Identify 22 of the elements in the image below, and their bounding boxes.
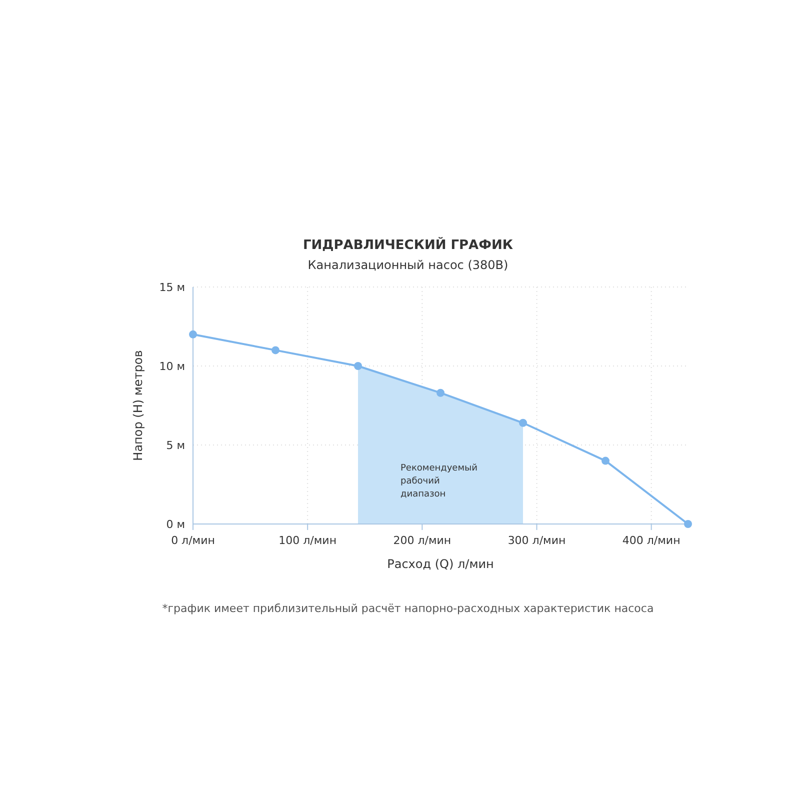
y-axis-title: Напор (H) метров	[131, 350, 145, 461]
chart-subtitle: Канализационный насос (380В)	[308, 258, 508, 272]
chart-title: ГИДРАВЛИЧЕСКИЙ ГРАФИК	[302, 236, 514, 253]
x-tick-label: 400 л/мин	[622, 534, 680, 547]
x-axis-title: Расход (Q) л/мин	[387, 557, 494, 571]
y-tick-label: 5 м	[166, 439, 185, 452]
y-tick-label: 15 м	[159, 281, 185, 294]
point	[602, 456, 610, 465]
point	[519, 418, 527, 427]
point	[354, 362, 362, 370]
annotation: Рекомендуемый рабочий диапазон	[400, 464, 478, 500]
x-tick-label: 0 л/мин	[171, 534, 215, 547]
point	[272, 346, 280, 354]
text: *график имеет приблизительный расчёт напорно-расходных характеристик насоса	[162, 602, 654, 615]
x-tick-label: 200 л/мин	[393, 534, 452, 547]
point	[436, 388, 444, 397]
y-tick-label: 0 м	[166, 518, 185, 531]
point	[189, 330, 197, 338]
point	[684, 520, 692, 528]
x-tick-label: 100 л/мин	[278, 534, 337, 547]
x-tick-label: 300 л/мин	[508, 534, 566, 547]
y-tick-label: 10 м	[159, 360, 185, 373]
